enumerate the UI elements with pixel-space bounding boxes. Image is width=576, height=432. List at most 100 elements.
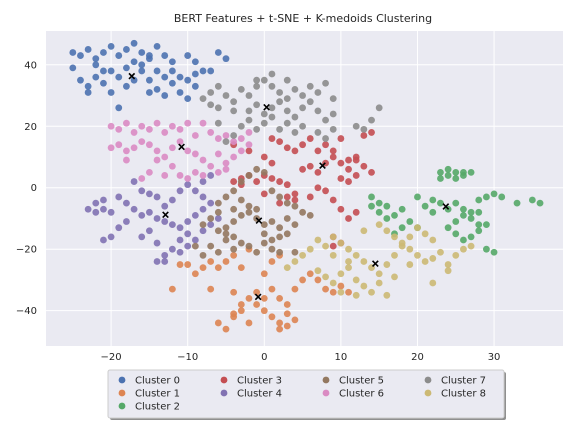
data-point: [253, 165, 261, 173]
data-point: [237, 147, 245, 155]
data-point: [260, 76, 268, 84]
legend-item: Cluster 0: [118, 376, 180, 387]
data-point: [398, 205, 406, 213]
data-point: [191, 270, 199, 278]
data-point: [337, 270, 345, 278]
data-point: [437, 175, 444, 182]
medoid-marker: [254, 293, 262, 301]
data-point: [314, 184, 322, 192]
data-point: [230, 245, 238, 253]
data-point: [368, 288, 375, 296]
data-point: [230, 132, 238, 139]
data-point: [146, 208, 153, 216]
data-point: [199, 178, 207, 185]
data-point: [299, 276, 306, 284]
data-point: [207, 129, 215, 136]
legend-label: Cluster 8: [441, 389, 486, 400]
data-point: [276, 193, 284, 201]
data-point: [268, 175, 276, 182]
data-point: [253, 178, 261, 185]
data-point: [230, 218, 238, 225]
data-point: [199, 221, 207, 229]
data-points: [69, 39, 544, 333]
data-point: [268, 135, 276, 142]
data-point: [123, 119, 130, 127]
series-cluster-4: [84, 172, 222, 265]
data-point: [268, 113, 276, 121]
data-point: [429, 208, 437, 216]
series-cluster-6: [107, 119, 253, 182]
data-point: [230, 187, 238, 195]
data-point: [314, 267, 322, 275]
data-point: [161, 153, 169, 161]
data-point: [283, 181, 291, 189]
data-point: [138, 122, 146, 130]
data-point: [414, 251, 421, 259]
y-tick-label: 40: [24, 60, 37, 71]
data-point: [191, 236, 199, 244]
data-point: [130, 76, 138, 84]
data-point: [123, 147, 130, 155]
data-point: [191, 82, 199, 90]
data-point: [123, 46, 130, 53]
y-tick-label: −40: [16, 306, 37, 317]
legend-marker: [118, 402, 126, 410]
series-cluster-8: [283, 221, 475, 299]
x-tick-label: 20: [411, 352, 424, 363]
data-point: [406, 261, 414, 268]
data-point: [237, 211, 245, 219]
data-point: [452, 218, 460, 225]
data-point: [168, 79, 176, 87]
medoid-marker: [128, 72, 136, 80]
data-point: [100, 205, 107, 213]
data-point: [245, 141, 253, 149]
data-point: [176, 73, 184, 81]
data-point: [452, 199, 460, 207]
data-point: [276, 98, 284, 106]
data-point: [222, 159, 230, 167]
data-point: [230, 205, 238, 213]
data-point: [130, 144, 138, 152]
data-point: [207, 258, 215, 265]
data-point: [329, 110, 337, 118]
data-point: [115, 125, 123, 133]
data-point: [123, 199, 130, 207]
data-point: [345, 264, 352, 272]
data-point: [314, 236, 322, 244]
data-point: [168, 144, 176, 152]
legend-item: Cluster 3: [220, 376, 282, 387]
data-point: [283, 193, 291, 201]
data-point: [161, 73, 169, 81]
data-point: [360, 132, 368, 139]
data-point: [352, 291, 360, 299]
data-point: [283, 95, 291, 103]
data-point: [283, 107, 291, 115]
data-point: [291, 285, 299, 293]
chart-title: BERT Features + t-SNE + K-medoids Cluste…: [174, 12, 432, 25]
data-point: [452, 175, 460, 182]
data-point: [276, 125, 284, 133]
data-point: [528, 196, 536, 204]
data-point: [268, 285, 276, 293]
data-point: [253, 76, 261, 84]
data-point: [429, 255, 437, 262]
x-tick-label: 0: [261, 352, 267, 363]
data-point: [299, 104, 306, 112]
data-point: [360, 258, 368, 265]
data-point: [375, 279, 383, 287]
data-point: [153, 42, 161, 50]
data-point: [383, 291, 391, 299]
data-point: [69, 49, 77, 56]
data-point: [123, 218, 130, 225]
data-point: [153, 119, 161, 127]
data-point: [176, 172, 184, 179]
data-point: [176, 187, 184, 195]
series-cluster-5: [191, 165, 314, 259]
data-point: [115, 141, 123, 149]
data-point: [230, 310, 238, 318]
legend-box: [107, 369, 505, 419]
data-point: [199, 172, 207, 179]
data-point: [92, 208, 100, 216]
data-point: [291, 258, 299, 265]
series-cluster-2: [368, 165, 544, 256]
